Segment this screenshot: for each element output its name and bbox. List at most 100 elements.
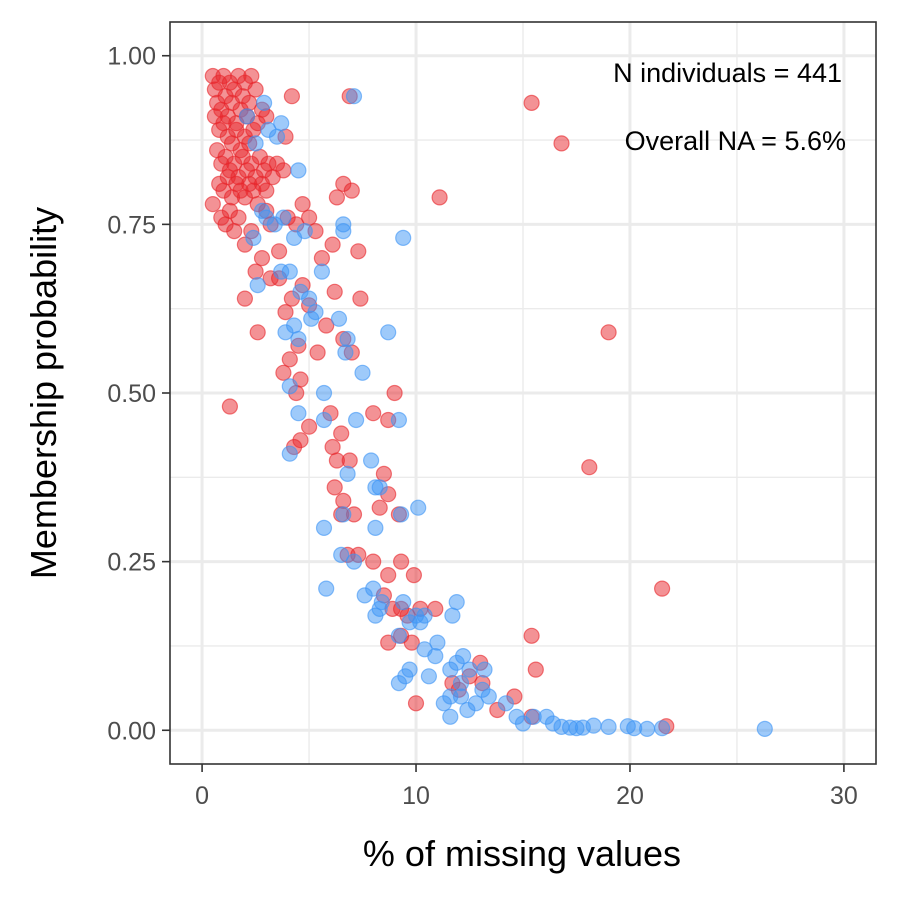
data-point bbox=[653, 580, 671, 597]
data-point bbox=[315, 411, 333, 429]
data-point bbox=[412, 614, 429, 631]
x-tick-label: 0 bbox=[195, 782, 209, 810]
data-point bbox=[429, 634, 446, 651]
data-point bbox=[380, 324, 397, 341]
data-point bbox=[253, 250, 271, 267]
data-point bbox=[600, 324, 617, 341]
data-point bbox=[268, 128, 286, 145]
data-point bbox=[427, 647, 444, 665]
data-point bbox=[343, 182, 360, 199]
data-point bbox=[348, 411, 365, 429]
data-point bbox=[281, 445, 298, 462]
data-point bbox=[452, 674, 470, 692]
data-point bbox=[249, 277, 266, 294]
data-point bbox=[247, 263, 264, 280]
data-point bbox=[395, 593, 412, 611]
data-point bbox=[318, 580, 335, 597]
data-point bbox=[247, 135, 264, 152]
data-point bbox=[281, 378, 298, 395]
data-point bbox=[301, 290, 318, 307]
data-point bbox=[600, 718, 617, 736]
data-point bbox=[461, 661, 478, 678]
data-point bbox=[410, 499, 427, 516]
data-point bbox=[405, 566, 422, 584]
data-point bbox=[326, 283, 343, 300]
data-point bbox=[238, 108, 256, 125]
data-point bbox=[371, 499, 388, 516]
data-point bbox=[442, 708, 459, 725]
data-point bbox=[275, 162, 292, 179]
data-point bbox=[444, 607, 461, 624]
data-point bbox=[290, 162, 307, 179]
data-point bbox=[365, 580, 382, 597]
data-point bbox=[523, 627, 540, 644]
data-point bbox=[523, 94, 540, 112]
data-point bbox=[581, 459, 598, 476]
data-point bbox=[258, 108, 275, 125]
data-point bbox=[290, 405, 307, 422]
data-point bbox=[756, 720, 773, 738]
data-point bbox=[281, 263, 298, 280]
data-point bbox=[420, 668, 437, 685]
annotation-n-individuals: N individuals = 441 bbox=[613, 58, 842, 88]
data-point bbox=[553, 135, 570, 152]
data-point bbox=[318, 317, 335, 334]
data-point bbox=[585, 717, 602, 734]
data-point bbox=[345, 553, 363, 570]
data-point bbox=[294, 196, 311, 213]
data-point bbox=[407, 695, 425, 712]
data-point bbox=[386, 384, 403, 402]
y-tick-label: 1.00 bbox=[107, 43, 156, 71]
data-point bbox=[476, 661, 493, 678]
data-point bbox=[448, 593, 465, 611]
data-point bbox=[339, 465, 356, 482]
data-point bbox=[273, 115, 290, 132]
data-point bbox=[395, 229, 412, 246]
data-point bbox=[638, 720, 656, 738]
data-point bbox=[375, 465, 392, 482]
data-point bbox=[290, 330, 307, 348]
data-point bbox=[335, 506, 352, 523]
data-point bbox=[393, 553, 410, 570]
annotation-overall-na: Overall NA = 5.6% bbox=[625, 126, 846, 156]
data-point bbox=[324, 438, 341, 456]
data-point bbox=[333, 425, 350, 442]
data-point bbox=[286, 317, 303, 334]
data-point bbox=[328, 452, 345, 469]
data-point bbox=[275, 209, 292, 226]
data-point bbox=[345, 88, 363, 105]
data-point bbox=[339, 330, 356, 348]
data-point bbox=[393, 506, 410, 523]
x-tick-label: 30 bbox=[830, 782, 858, 810]
data-point bbox=[307, 304, 324, 321]
data-point bbox=[243, 67, 260, 85]
data-point bbox=[330, 310, 348, 327]
data-point bbox=[256, 94, 273, 112]
data-point bbox=[333, 546, 350, 564]
data-point bbox=[328, 189, 345, 206]
data-point bbox=[249, 324, 266, 341]
data-point bbox=[283, 88, 300, 105]
x-tick-label: 20 bbox=[616, 782, 644, 810]
y-axis-title: Membership probability bbox=[23, 207, 64, 579]
data-point bbox=[301, 209, 318, 226]
data-point bbox=[271, 243, 288, 260]
data-point bbox=[292, 432, 309, 449]
data-point bbox=[480, 688, 497, 705]
x-tick-label: 10 bbox=[402, 782, 430, 810]
data-point bbox=[258, 182, 275, 199]
data-point bbox=[245, 229, 262, 246]
data-point bbox=[315, 384, 333, 402]
data-point bbox=[221, 398, 238, 415]
data-point bbox=[315, 519, 333, 537]
data-point bbox=[653, 720, 671, 737]
data-point bbox=[354, 364, 371, 381]
data-point bbox=[313, 250, 330, 267]
data-point bbox=[373, 593, 390, 611]
data-point bbox=[365, 405, 382, 422]
data-point bbox=[367, 479, 384, 496]
data-point bbox=[403, 634, 420, 651]
y-tick-label: 0.00 bbox=[107, 717, 156, 745]
